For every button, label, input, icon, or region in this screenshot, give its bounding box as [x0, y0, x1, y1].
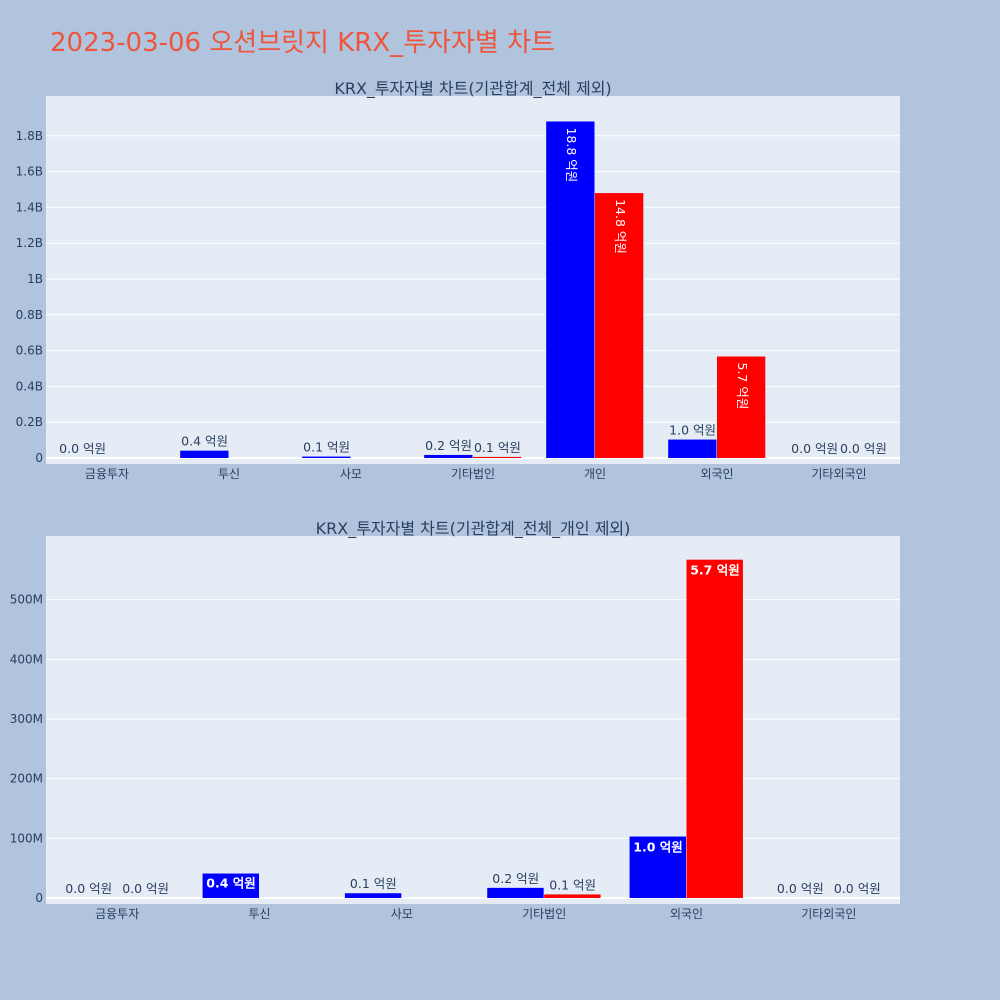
bar-data-label: 0.4 억원: [181, 434, 228, 449]
y-tick-label: 1.4B: [16, 200, 43, 214]
bar: [473, 456, 522, 458]
x-tick-label: 금융투자: [85, 467, 129, 481]
bar: [544, 894, 601, 898]
plot-area: [46, 536, 900, 904]
bar: [546, 121, 595, 459]
chart-title: KRX_투자자별 차트(기관합계_전체_개인 제외): [316, 519, 631, 539]
investor-chart-all: 0 0.2B 0.4B 0.6B 0.8B 1B 1.2B 1.4B 1.6B 1.8B 금융투자 0…: [16, 79, 900, 481]
bar: [344, 893, 402, 898]
plot-area: [46, 96, 900, 464]
y-tick-label: 0.4B: [16, 379, 43, 393]
y-tick-label: 1.8B: [16, 129, 43, 143]
y-tick-label: 500M: [10, 593, 43, 607]
bar: [302, 456, 351, 458]
x-tick-label: 사모: [391, 907, 413, 921]
bar: [686, 559, 743, 898]
bar: [424, 454, 473, 458]
bar-data-label: 0.2 억원: [492, 871, 539, 886]
bar-data-label: 0.1 억원: [549, 877, 596, 892]
bar-data-label: 0.4 억원: [206, 876, 256, 891]
chart-title: KRX_투자자별 차트(기관합계_전체 제외): [334, 79, 611, 99]
bar-data-label: 0.1 억원: [474, 440, 521, 455]
bar: [717, 356, 766, 458]
page-title: 2023-03-06 오션브릿지 KRX_투자자별 차트: [50, 28, 555, 58]
y-tick-label: 0.8B: [16, 308, 43, 322]
bar-data-label: 0.2 억원: [425, 438, 472, 453]
bar-data-label: 1.0 억원: [633, 840, 683, 855]
y-tick-label: 400M: [10, 652, 43, 666]
x-tick-label: 기타법인: [522, 907, 566, 921]
x-tick-label: 사모: [340, 467, 362, 481]
y-tick-label: 1B: [27, 272, 43, 286]
bar: [629, 836, 686, 898]
y-tick-label: 300M: [10, 712, 43, 726]
bar: [180, 450, 229, 458]
x-tick-label: 외국인: [700, 467, 733, 481]
bar-data-label: 18.8 억원: [564, 127, 579, 182]
bar-data-label: 5.7 억원: [690, 563, 740, 578]
y-tick-label: 0.6B: [16, 344, 43, 358]
x-tick-label: 투신: [218, 467, 240, 481]
bar-data-label: 0.0 억원: [840, 441, 887, 456]
y-tick-label: 1.6B: [16, 165, 43, 179]
bar: [668, 439, 717, 458]
y-tick-label: 1.2B: [16, 236, 43, 250]
bar-data-label: 0.0 억원: [65, 881, 112, 896]
bar-data-label: 14.8 억원: [613, 199, 628, 254]
bar: [595, 193, 644, 458]
y-tick-label: 100M: [10, 831, 43, 845]
bar-data-label: 0.0 억원: [59, 441, 106, 456]
bar-data-label: 5.7 억원: [735, 363, 750, 410]
x-tick-label: 개인: [584, 467, 606, 481]
x-tick-label: 기타법인: [451, 467, 495, 481]
y-tick-label: 0.2B: [16, 415, 43, 429]
bar-data-label: 0.0 억원: [777, 881, 824, 896]
bar-data-label: 0.1 억원: [303, 440, 350, 455]
y-tick-label: 200M: [10, 772, 43, 786]
bar: [487, 887, 544, 898]
bar-data-label: 0.0 억원: [791, 441, 838, 456]
bar: [202, 873, 259, 898]
bar-data-label: 0.1 억원: [350, 876, 397, 891]
x-tick-label: 기타외국인: [801, 907, 856, 921]
x-tick-label: 기타외국인: [811, 467, 866, 481]
y-tick-label: 0: [35, 451, 43, 465]
bar-data-label: 0.0 억원: [834, 881, 881, 896]
x-tick-label: 금융투자: [95, 907, 139, 921]
bar-data-label: 0.0 억원: [122, 881, 169, 896]
y-tick-label: 0: [35, 891, 43, 905]
x-tick-label: 투신: [248, 907, 270, 921]
bar-data-label: 1.0 억원: [669, 423, 716, 438]
x-tick-label: 외국인: [670, 907, 703, 921]
